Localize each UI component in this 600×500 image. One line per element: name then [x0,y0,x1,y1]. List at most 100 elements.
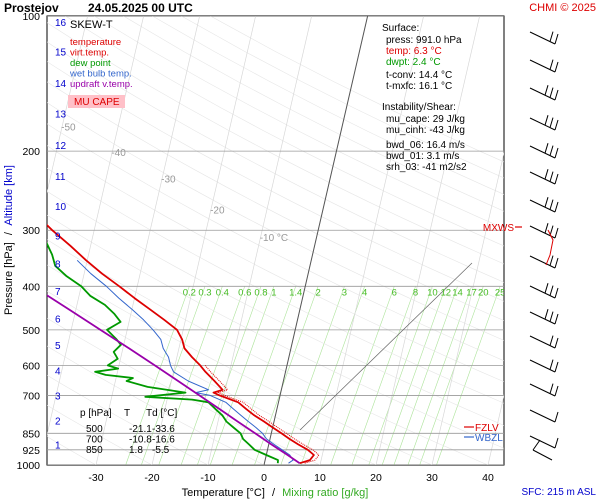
parcel-guide-line [299,262,473,431]
levels-table-header-td: Td [°C] [146,408,177,419]
altitude-tick-label: 7 [55,287,61,298]
mixing-ratio-line [381,286,447,465]
mixing-ratio-line [158,286,223,465]
wind-barb-staff [529,171,556,185]
wind-barb-flag [549,31,554,42]
wind-barb-staff [529,31,556,45]
level-markers: MXWS FZLV WBZL [464,223,522,444]
wind-barb-flag [554,61,559,73]
instability-bwd-01: bwd_01: 3.1 m/s [386,151,459,162]
mixing-ratio-line [180,286,246,465]
temperature-tick-label: -30 [88,472,103,484]
wind-barb-surface [532,449,553,461]
wind-barb-flag [554,287,559,299]
levels-table-cell: -33.6 [152,424,175,435]
wind-barb-max-hodo [545,229,554,266]
wind-barb-flag [549,171,554,182]
surface-dwpt: dwpt: 2.4 °C [386,57,441,68]
temperature-tick-label: 0 [261,472,267,484]
profile-lines [47,223,320,465]
wbzl-marker-label: WBZL [475,433,503,444]
altitude-tick-label: 13 [55,110,67,121]
dry-adiabat-line [47,81,504,321]
pressure-tick-label: 850 [22,428,40,440]
wind-barb-staff [529,435,556,449]
wind-barb-flag [549,145,554,156]
legend-mu-cape-label: MU CAPE [74,97,120,108]
mixing-ratio-line [254,286,319,465]
pressure-tick-label: 500 [22,325,40,337]
mixing-ratio-label: 6 [392,287,397,298]
mixing-ratio-label: 25 [495,287,506,298]
mixing-ratio-line [280,286,345,465]
mixing-ratio-label: 0.4 [216,287,229,298]
levels-table-cell: 500 [86,424,103,435]
isotherm-label: -10 °C [260,233,288,244]
x-axis-label-mixing: Mixing ratio [g/kg] [282,487,368,499]
altitude-tick-label: 15 [55,48,67,59]
pressure-tick-label: 300 [22,225,40,237]
wind-barb-flag [549,199,554,210]
mixing-ratio-line [300,286,365,465]
instability-mu-cape: mu_cape: 29 J/kg [386,114,465,125]
mixing-ratio-label: 0.8 [254,287,267,298]
wind-barb-flag [554,33,559,45]
isotherm-line [207,16,312,465]
altitude-tick-label: 9 [55,231,61,242]
wind-barb-flag [549,335,554,346]
wind-barb-flag [554,337,559,349]
isobars [47,16,504,465]
mixing-ratio-label: 12 [441,287,452,298]
wind-barb-flag [544,169,549,180]
altitude-tick-label: 6 [55,315,61,326]
isotherm-label: -50 [61,123,76,134]
temperature-tick-label: -20 [144,472,159,484]
altitude-tick-label: 11 [55,172,66,183]
wind-barb-staff [529,359,556,373]
wind-barb-staff [529,311,556,325]
mixing-ratio-line [330,286,395,465]
altitude-tick-label: 4 [55,367,61,378]
mixing-ratio-line [197,286,262,465]
isotherm-line [47,16,88,194]
pressure-tick-label: 200 [22,146,40,158]
surface-tmxfc: t-mxfc: 16.1 °C [386,81,452,92]
mixing-ratio-label: 1.4 [289,287,302,298]
pressure-tick-label: 1000 [17,460,41,472]
wind-barb-flag [554,385,559,397]
wind-barb-flag [549,359,554,370]
dry-adiabat-line [65,16,504,247]
isotherm-labels: -80 °C-70-60-50-40-30-20-10 °C [61,123,288,244]
mixing-ratio-label: 8 [413,287,418,298]
wind-barb-flag [544,283,549,294]
isotherm-label: -30 [161,175,176,186]
credit-label: CHMI © 2025 [529,2,596,14]
instability-srh-03: srh_03: -41 m2/s2 [386,162,467,173]
pressure-tick-label: 100 [22,11,40,23]
mixing-ratio-lines [125,286,501,465]
wind-barb-flag [554,89,559,101]
dry-adiabat-line [47,123,504,362]
dry-adiabat-line [47,22,504,265]
isotherm-label: -20 [210,205,225,216]
mixing-ratio-line [368,286,433,465]
special-lines [263,16,473,465]
isotherm-line [375,16,480,465]
isotherm-label: -40 [111,148,126,159]
wind-barb-flag [549,117,554,128]
temperature-tick-labels: -30 -20 -10 0 10 20 30 40 [88,472,494,484]
mixing-ratio-label: 1 [271,287,276,298]
levels-table-cell: -10.8 [129,435,152,446]
wind-barb-staff [529,255,556,269]
wind-barb-flag [549,383,554,394]
wind-barb-staff [529,145,556,159]
surface-info: Surface: press: 991.0 hPa temp: 6.3 °C d… [382,23,462,92]
mixing-ratio-label: 0.2 [183,287,196,298]
legend-entry: virt.temp. [70,48,109,59]
wind-barb-staff [529,409,556,423]
station-title: Prostejov [4,1,59,15]
wind-barb-flag [554,201,559,213]
surface-tconv: t-conv: 14.4 °C [386,70,452,81]
mixing-ratio-line [393,286,458,465]
pressure-tick-label: 400 [22,281,40,293]
